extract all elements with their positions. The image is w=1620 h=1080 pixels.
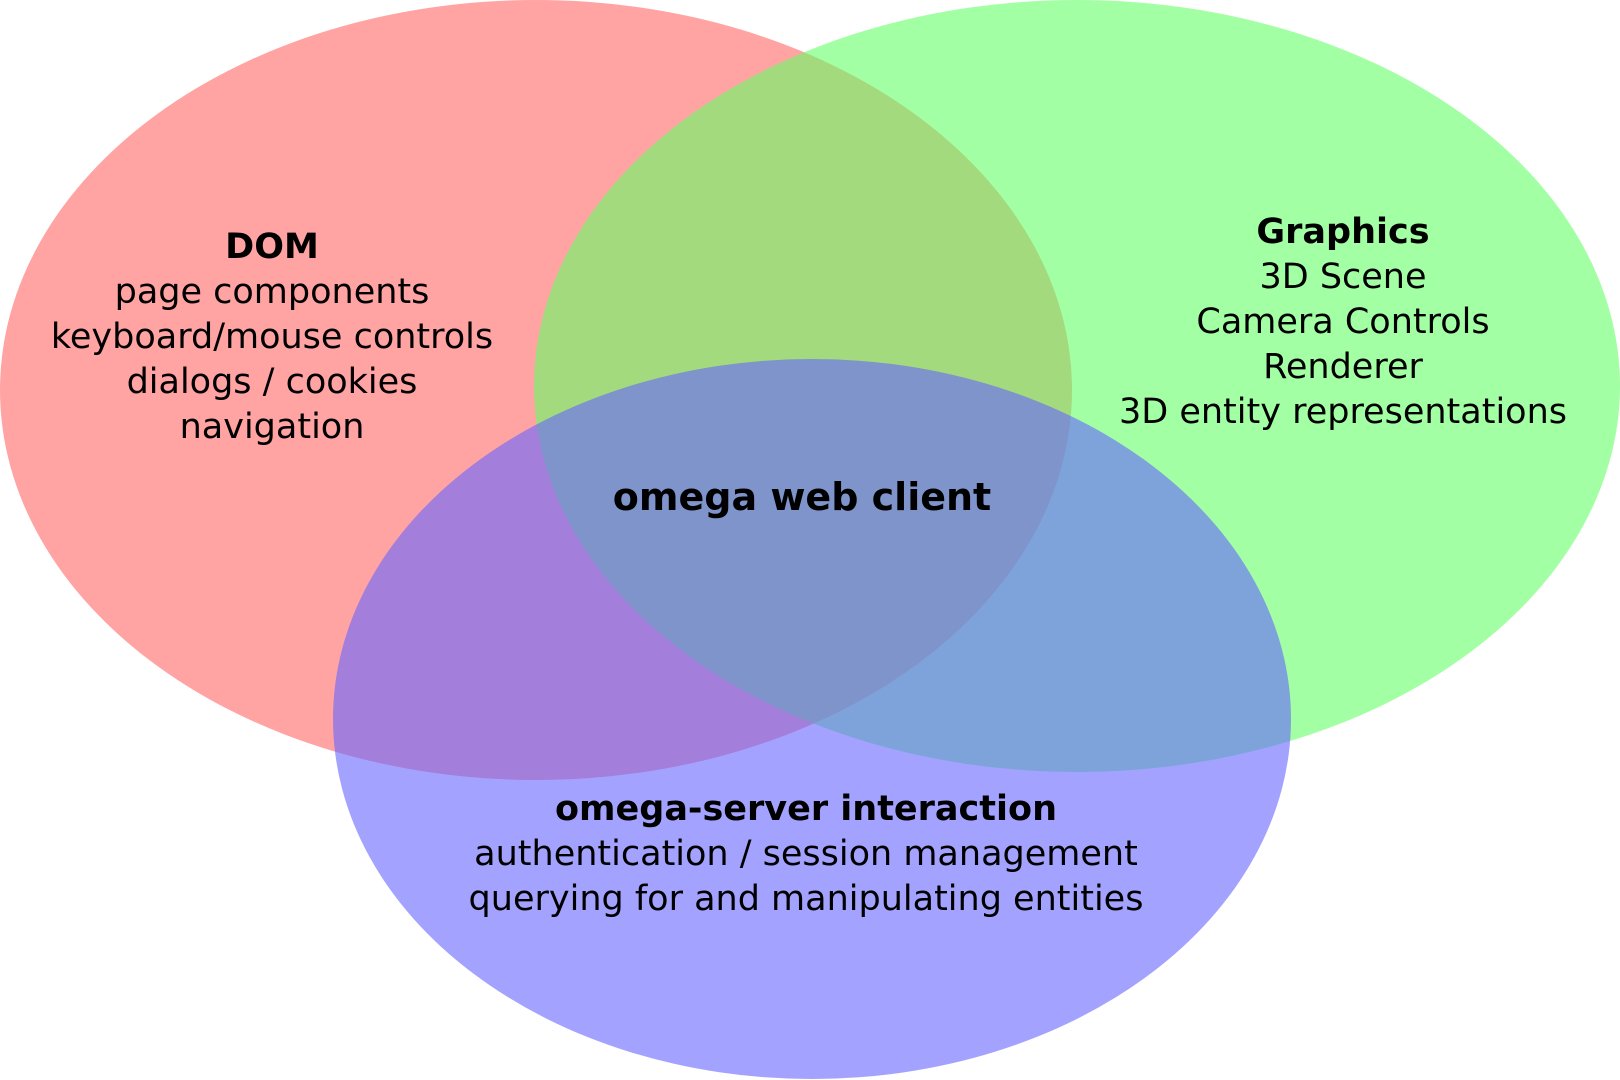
dom-item: keyboard/mouse controls [50,317,494,357]
server-item: authentication / session management [474,834,1138,874]
dom-label: DOM page components keyboard/mouse contr… [51,225,493,450]
server-label: omega-server interaction authentication … [469,787,1144,922]
server-title: omega-server interaction [555,789,1057,829]
server-item: querying for and manipulating entities [468,879,1144,919]
center-label: omega web client [612,475,992,519]
graphics-item: Renderer [1263,347,1423,387]
server-ellipse [333,359,1291,1079]
dom-title: DOM [225,227,319,267]
graphics-item: Camera Controls [1196,302,1490,342]
graphics-item: 3D Scene [1259,257,1427,297]
dom-item: page components [114,272,430,312]
graphics-title: Graphics [1256,212,1430,252]
dom-item: dialogs / cookies [126,362,418,402]
graphics-item: 3D entity representations [1119,392,1567,432]
graphics-label: Graphics 3D Scene Camera Controls Render… [1119,210,1567,435]
dom-item: navigation [179,407,365,447]
